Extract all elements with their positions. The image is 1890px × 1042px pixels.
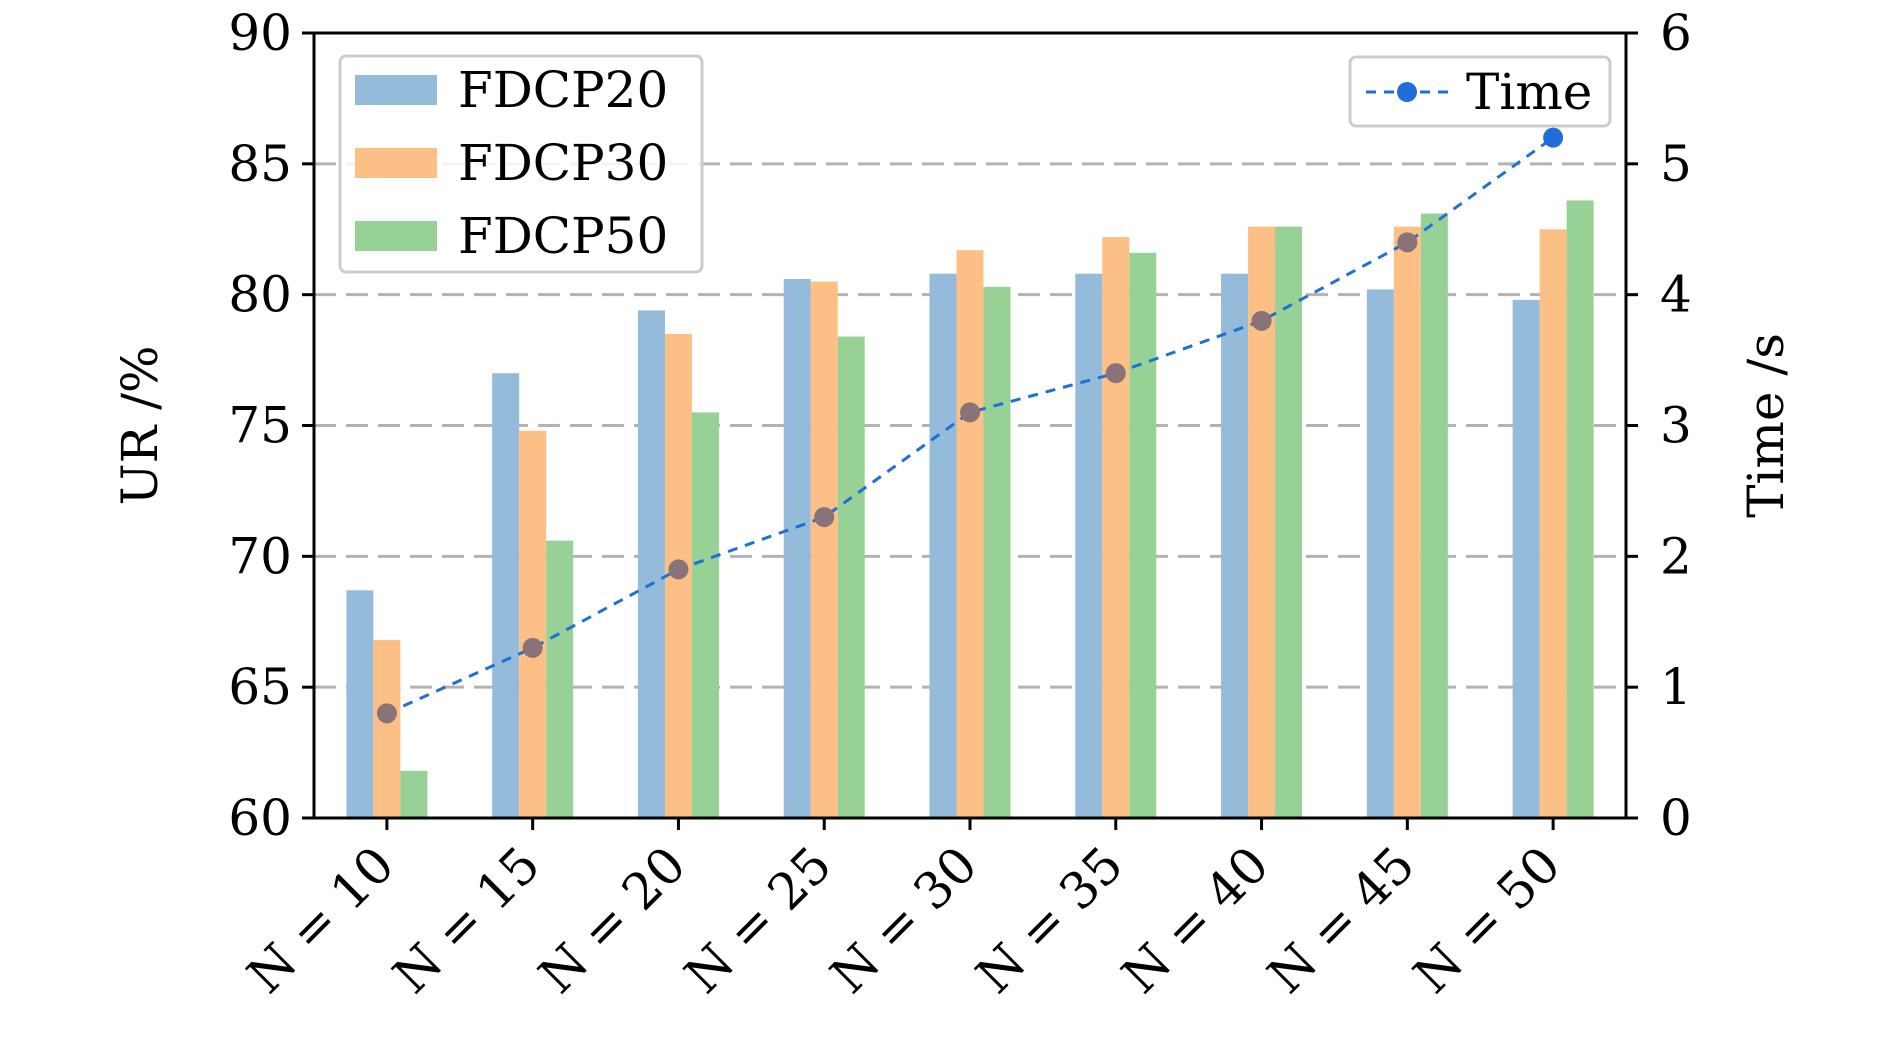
bar-fdcp20-6	[1221, 273, 1249, 818]
bar-fdcp50-4	[983, 286, 1011, 819]
time-point-7	[1397, 232, 1418, 253]
x-tick-label: N = 25	[674, 835, 843, 1004]
bar-fdcp20-0	[346, 590, 374, 818]
legend-time: Time	[1348, 55, 1612, 128]
bar-fdcp50-8	[1566, 200, 1594, 818]
bar-fdcp50-3	[837, 336, 865, 818]
bar-fdcp50-7	[1420, 213, 1448, 819]
bar-fdcp20-7	[1366, 289, 1394, 818]
y-tick-label: 65	[228, 658, 292, 716]
y2-tick-label: 4	[1660, 266, 1692, 324]
x-tick-label: N = 30	[819, 835, 988, 1004]
bars	[346, 200, 1594, 819]
bar-fdcp50-6	[1275, 226, 1303, 819]
bar-fdcp50-0	[400, 770, 428, 818]
legend-swatch-fdcp20	[355, 75, 437, 105]
time-point-4	[960, 402, 980, 423]
legend-frame	[1348, 55, 1612, 128]
bar-fdcp50-5	[1129, 252, 1157, 819]
bar-fdcp20-4	[929, 273, 957, 818]
y2-tick-label: 0	[1660, 789, 1692, 847]
bar-fdcp20-8	[1512, 299, 1540, 818]
legend-label-time: Time	[1466, 63, 1592, 121]
y-tick-label: 75	[228, 397, 292, 455]
legend-label-fdcp20: FDCP20	[458, 61, 668, 119]
x-tick-label: N = 50	[1403, 835, 1572, 1004]
time-point-6	[1251, 310, 1272, 331]
legend-bars: FDCP20 FDCP30 FDCP50	[338, 54, 704, 274]
bar-fdcp30-8	[1539, 229, 1567, 818]
legend-frame	[338, 54, 704, 274]
time-point-5	[1105, 363, 1126, 384]
y2-axis-label: Time /s	[1737, 333, 1795, 518]
x-tick-label: N = 35	[965, 835, 1134, 1004]
legend-swatch-fdcp30	[355, 148, 437, 178]
time-line	[376, 127, 1564, 724]
bar-fdcp30-0	[373, 640, 401, 818]
time-point-0	[376, 703, 397, 724]
x-tick-label: N = 40	[1111, 835, 1280, 1004]
y2-tick-label: 2	[1660, 527, 1692, 585]
time-point-2	[668, 559, 689, 580]
legend-label-fdcp30: FDCP30	[458, 134, 668, 192]
y2-tick-label: 1	[1660, 658, 1692, 716]
y-axis-label: UR /%	[111, 345, 169, 505]
bar-fdcp20-5	[1075, 273, 1103, 818]
y-tick-label: 60	[228, 789, 292, 847]
x-tick-label: N = 15	[382, 835, 551, 1004]
y2-tick-label: 5	[1660, 135, 1692, 193]
bar-fdcp30-4	[956, 250, 984, 818]
y-tick-label: 85	[228, 135, 292, 193]
bar-fdcp20-3	[783, 278, 811, 818]
bar-fdcp50-1	[546, 540, 574, 818]
y2-tick-label: 3	[1660, 397, 1692, 455]
bar-fdcp30-5	[1102, 237, 1130, 819]
y-tick-label: 70	[228, 527, 292, 585]
x-tick-label: N = 45	[1257, 835, 1426, 1004]
bar-fdcp30-3	[810, 281, 838, 818]
legend-swatch-fdcp50	[355, 221, 437, 251]
bar-fdcp20-1	[492, 373, 520, 818]
x-tick-label: N = 10	[236, 835, 405, 1004]
bar-fdcp50-2	[691, 412, 719, 818]
x-tick-label: N = 20	[528, 835, 697, 1004]
time-point-3	[814, 507, 835, 528]
y-tick-label: 80	[228, 266, 292, 324]
bar-fdcp30-7	[1393, 226, 1421, 819]
y-tick-label: 90	[228, 4, 292, 62]
bar-fdcp20-2	[637, 310, 665, 818]
time-point-1	[522, 637, 543, 658]
y2-tick-label: 6	[1660, 4, 1692, 62]
bar-fdcp30-1	[519, 430, 547, 818]
legend-label-fdcp50: FDCP50	[458, 207, 668, 265]
time-point-8	[1543, 127, 1564, 148]
legend-marker-time	[1397, 82, 1417, 102]
